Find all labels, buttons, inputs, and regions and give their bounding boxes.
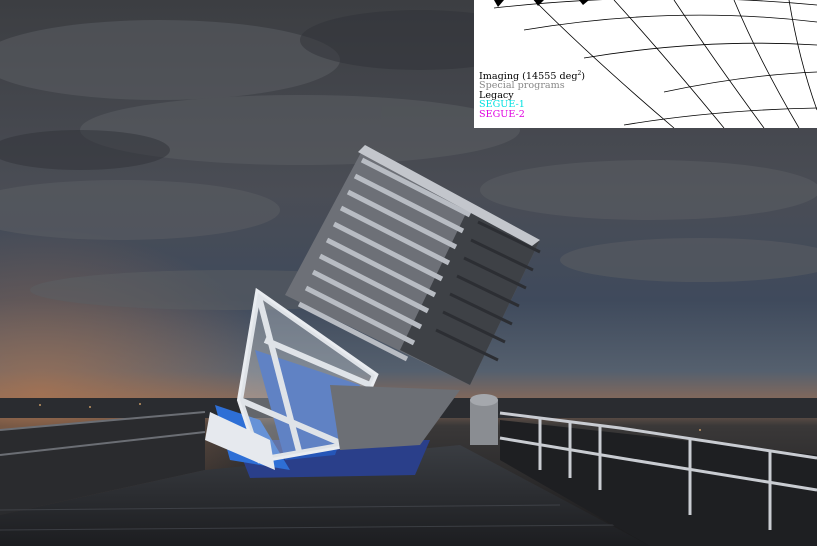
legend-imaging: Imaging (14555 deg2) (479, 70, 586, 82)
legend-segue-1: SEGUE-1 (479, 99, 525, 111)
sky-coverage-map-inset: Imaging (14555 deg2) Special programs Le… (474, 0, 817, 128)
legend-segue-2: SEGUE-2 (479, 108, 525, 120)
legend-legacy: Legacy (479, 89, 514, 101)
legend-imaging-superscript: 2 (577, 70, 582, 77)
legend-special-programs: Special programs (479, 80, 565, 92)
coverage-legend: Imaging (14555 deg2) Special programs Le… (479, 70, 586, 120)
legend-imaging-close: ) (581, 71, 586, 82)
legend-imaging-text: Imaging (14555 deg (479, 71, 578, 82)
sky-projection-grid (493, 0, 817, 128)
